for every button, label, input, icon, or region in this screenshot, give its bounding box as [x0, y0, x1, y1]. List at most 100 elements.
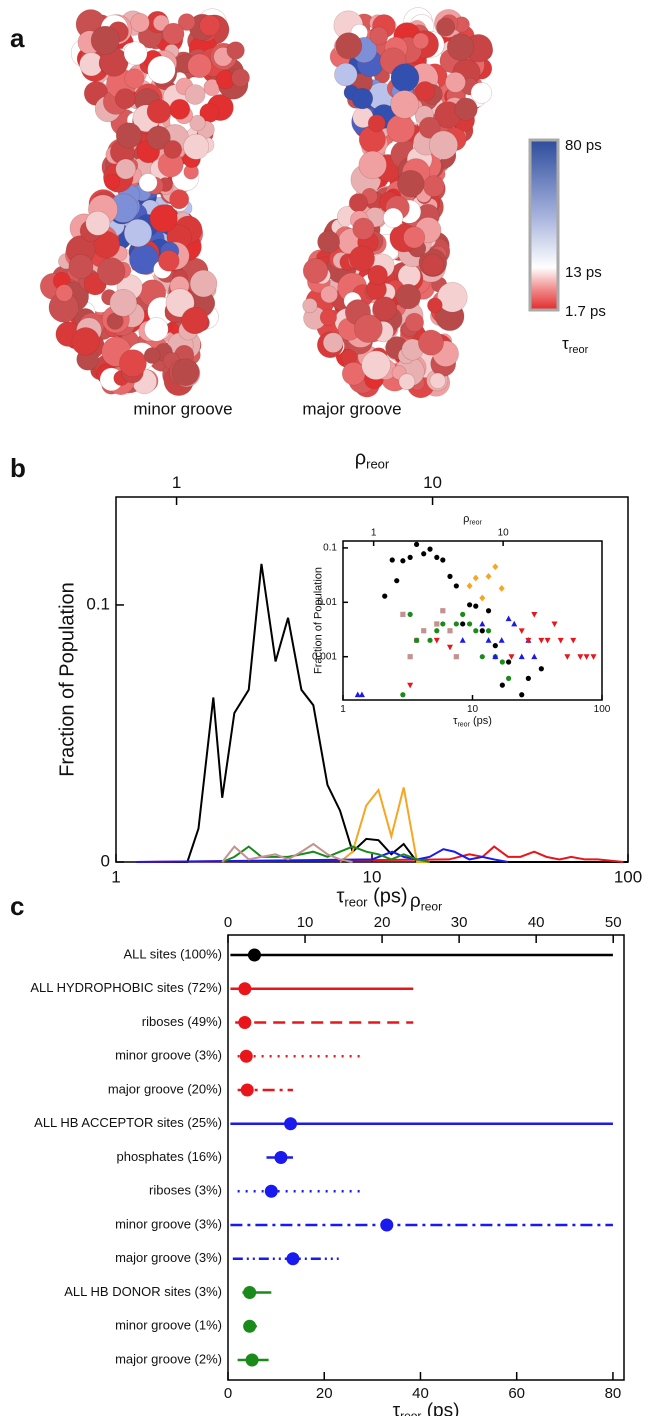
surface-atom	[353, 314, 383, 343]
surface-atom	[115, 122, 142, 149]
symbol: τ	[336, 886, 344, 908]
row-label: minor groove (3%)	[115, 1048, 222, 1063]
surface-atom	[372, 296, 398, 322]
surface-atom	[162, 22, 185, 45]
surface-atom	[427, 297, 443, 313]
point	[434, 554, 440, 560]
point	[570, 637, 577, 644]
point	[446, 644, 453, 651]
surface-atom	[428, 130, 459, 160]
point	[434, 628, 440, 634]
surface-atom	[146, 99, 172, 124]
surface-atom	[334, 62, 358, 87]
surface-atom	[367, 264, 388, 286]
surface-atom	[152, 14, 170, 32]
surface-atom	[317, 230, 341, 254]
colorbar-label: 80 ps	[565, 137, 602, 154]
dot	[243, 1319, 257, 1333]
surface-atom	[412, 32, 430, 50]
surface-atom	[445, 71, 466, 93]
surface-atom	[429, 372, 446, 389]
point	[473, 628, 479, 634]
point	[447, 573, 453, 579]
surface-atom	[470, 82, 493, 104]
surface-atom	[169, 98, 191, 120]
surface-atom	[319, 308, 337, 326]
point	[557, 637, 564, 644]
point	[459, 637, 466, 643]
point	[498, 637, 505, 643]
dot	[238, 982, 252, 996]
surface-atom	[130, 12, 150, 33]
y-axis-label: Fraction of Population	[56, 582, 78, 777]
y-tick-label: 0	[101, 851, 110, 870]
dot	[284, 1117, 298, 1131]
point	[421, 551, 427, 557]
unit: (ps)	[368, 886, 408, 908]
point	[434, 621, 440, 627]
row-label: ALL HB DONOR sites (3%)	[64, 1284, 222, 1299]
surface-atom	[85, 210, 111, 236]
row-label: major groove (2%)	[115, 1351, 222, 1366]
x-tick-label: 100	[594, 704, 611, 715]
point	[525, 675, 531, 681]
line-series	[339, 787, 430, 863]
axis-label: τreor (ps)	[453, 715, 492, 728]
symbol: ρ	[410, 891, 421, 912]
surface-atom	[55, 284, 73, 302]
dot	[238, 1016, 252, 1029]
surface-atom	[415, 81, 436, 102]
surface-atom	[358, 150, 387, 180]
point	[358, 691, 365, 698]
subscript: reor	[400, 1409, 421, 1416]
symbol: ρ	[463, 513, 469, 525]
point	[440, 608, 446, 614]
symbol: τ	[393, 1401, 401, 1416]
point	[485, 637, 492, 643]
point	[467, 602, 473, 608]
row-label: minor groove (3%)	[115, 1216, 222, 1231]
point	[407, 554, 413, 560]
line-series	[136, 848, 509, 863]
surface-atom	[367, 114, 386, 133]
point	[519, 692, 525, 698]
surface-atom	[123, 41, 148, 66]
point	[518, 653, 525, 660]
row-label: riboses (3%)	[149, 1183, 222, 1198]
x2-tick-label: 30	[451, 914, 468, 931]
surface-atom	[189, 114, 206, 132]
y-tick-label: 0.1	[323, 543, 337, 554]
surface-atom	[351, 87, 374, 110]
dot	[243, 1286, 257, 1299]
line-series	[221, 845, 430, 863]
y-axis-label: Fraction of Population	[313, 567, 325, 674]
unit: (ps)	[470, 715, 492, 727]
dot	[239, 1049, 253, 1063]
row-label: major groove (20%)	[108, 1081, 222, 1096]
surface-atom	[231, 68, 250, 88]
point	[518, 628, 525, 634]
surface-atom	[446, 33, 475, 61]
x2-tick-label: 10	[498, 528, 510, 539]
subscript: reor	[569, 344, 589, 356]
surface-atom	[183, 133, 210, 160]
point	[479, 628, 485, 634]
panel-label: a	[10, 23, 25, 53]
surface-atom	[386, 114, 416, 143]
surface-atom	[68, 254, 94, 279]
y-tick-label: 0.1	[86, 594, 110, 613]
point	[564, 654, 571, 660]
subscript: reor	[344, 895, 368, 910]
surface-atom	[171, 358, 200, 387]
row-label: ALL HYDROPHOBIC sites (72%)	[30, 980, 222, 995]
surface-atom	[418, 329, 444, 356]
surface-atom	[322, 332, 344, 353]
surface-atom	[115, 158, 137, 180]
surface-atom	[146, 125, 171, 151]
x2-tick-label: 10	[423, 473, 442, 492]
point	[505, 659, 512, 665]
point	[472, 574, 479, 582]
x-tick-label: 1	[340, 704, 346, 715]
y-tick-label: 0.01	[318, 597, 338, 608]
